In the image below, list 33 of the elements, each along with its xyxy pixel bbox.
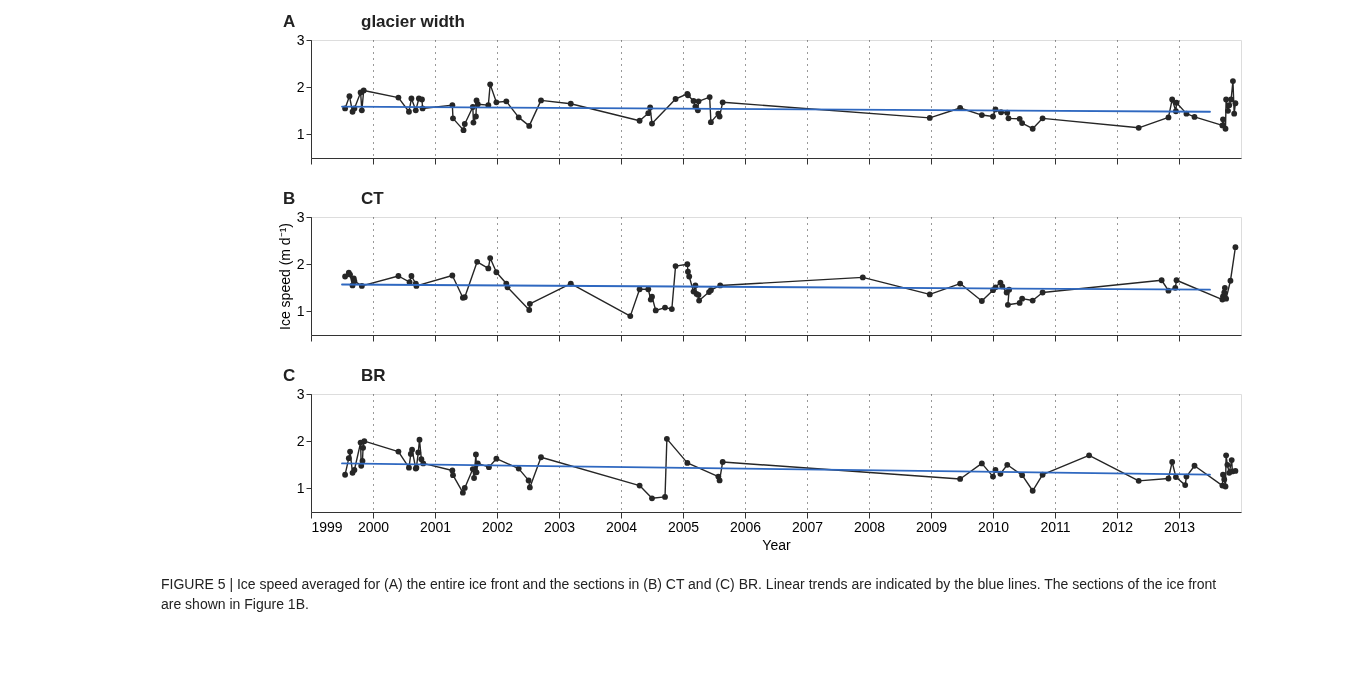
caption: FIGURE 5 | Ice speed averaged for (A) the entire ice front and the sections in (B) CT and (C) BR. Linear trends are indicated by the blue lines. The sections of the ice front are shown in Figure 1B. (161, 576, 1217, 612)
y-axis-title: Ice speed (m d⁻¹) (276, 223, 293, 330)
y-tick-label: 1 (296, 125, 305, 142)
x-tick-label: 2007 (791, 518, 824, 535)
x-tick-label: 2002 (481, 518, 514, 535)
x-tick-label: 2010 (977, 518, 1010, 535)
y-tick-label: 1 (296, 479, 305, 496)
y-tick-label: 2 (296, 432, 305, 449)
x-tick-label: 2008 (853, 518, 886, 535)
x-axis-title: Year (762, 536, 791, 553)
y-tick-label: 3 (296, 385, 305, 402)
text: B (283, 189, 296, 208)
x-tick-label: 1999 (311, 518, 343, 535)
chart-title: CT (361, 189, 385, 208)
x-tick-label: 2005 (667, 518, 700, 535)
x-tick-label: 2004 (605, 518, 638, 535)
y-tick-label: 2 (296, 78, 305, 95)
x-tick-label: 2012 (1101, 518, 1134, 535)
chart-title: BR (361, 366, 386, 385)
y-tick-label: 2 (296, 255, 305, 272)
y-tick-label: 3 (296, 208, 305, 225)
x-tick-label: 2009 (915, 518, 948, 535)
x-tick-label: 2006 (729, 518, 762, 535)
x-tick-label: 2003 (543, 518, 576, 535)
chart-title: glacier width (361, 12, 465, 31)
x-tick-label: 2000 (357, 518, 390, 535)
text: C (283, 366, 296, 385)
x-tick-label: 2011 (1040, 518, 1071, 535)
text: A (283, 12, 296, 31)
x-tick-label: 2001 (419, 518, 452, 535)
y-tick-label: 3 (296, 31, 305, 48)
x-tick-label: 2013 (1163, 518, 1196, 535)
y-tick-label: 1 (296, 302, 305, 319)
